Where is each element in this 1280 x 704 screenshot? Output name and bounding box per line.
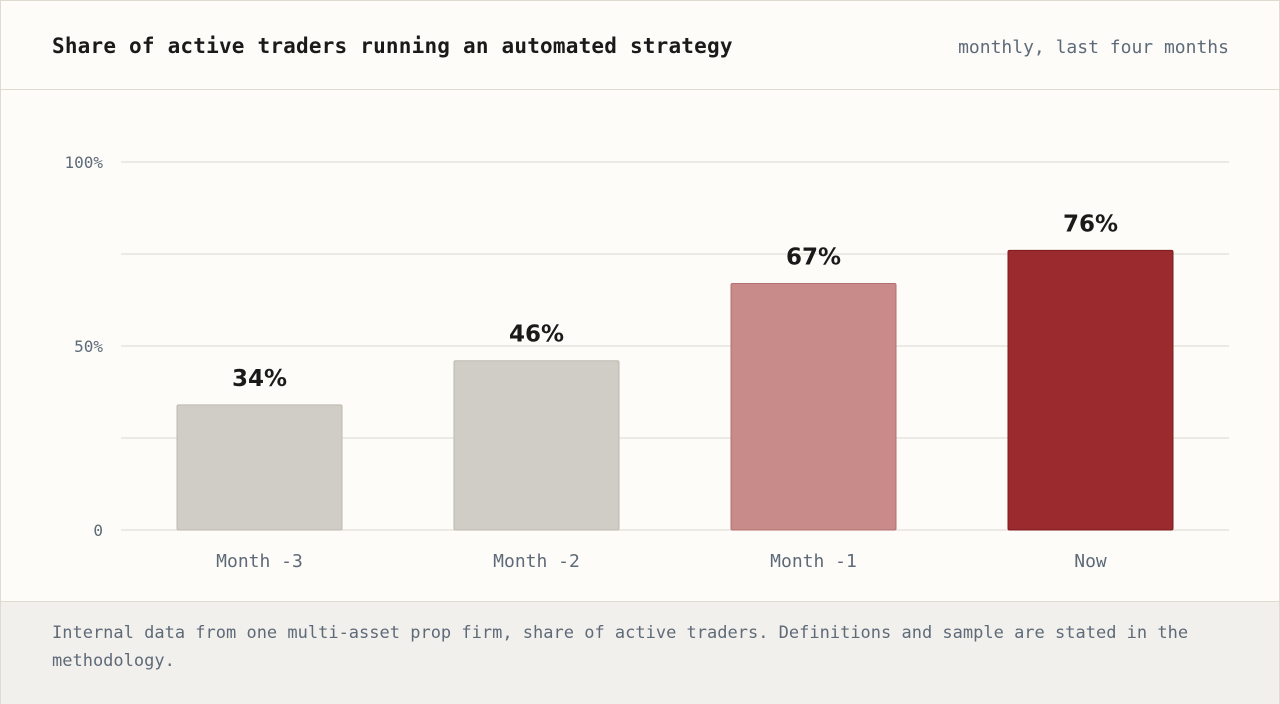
y-tick-label: 0 <box>93 521 103 540</box>
footnote: Internal data from one multi-asset prop … <box>52 623 1189 671</box>
x-tick-label: Now <box>1074 551 1107 572</box>
plot-area: 0 50% 100% 34% Month -3 46% Month -2 67% Month -… <box>1 90 1279 601</box>
chart-header: Share of active traders running an autom… <box>1 1 1279 90</box>
chart-footer: Internal data from one multi-asset prop … <box>1 601 1279 704</box>
y-tick-label: 100% <box>64 153 103 172</box>
bar <box>176 404 343 531</box>
bar <box>453 360 620 531</box>
x-tick-label: Month -3 <box>216 551 303 572</box>
bar <box>730 282 897 531</box>
x-tick-label: Month -1 <box>770 551 857 572</box>
bar-chart: 0 50% 100% 34% Month -3 46% Month -2 67% Month -… <box>64 153 1229 572</box>
data-label: 34% <box>232 366 287 392</box>
data-label: 67% <box>786 244 841 270</box>
y-tick-label: 50% <box>74 337 103 356</box>
chart-title: Share of active traders running an autom… <box>52 34 733 58</box>
x-tick-label: Month -2 <box>493 551 580 572</box>
chart-subtitle: monthly, last four months <box>958 37 1229 58</box>
bar <box>1007 249 1174 531</box>
data-label: 46% <box>509 322 564 348</box>
data-label: 76% <box>1063 211 1118 237</box>
